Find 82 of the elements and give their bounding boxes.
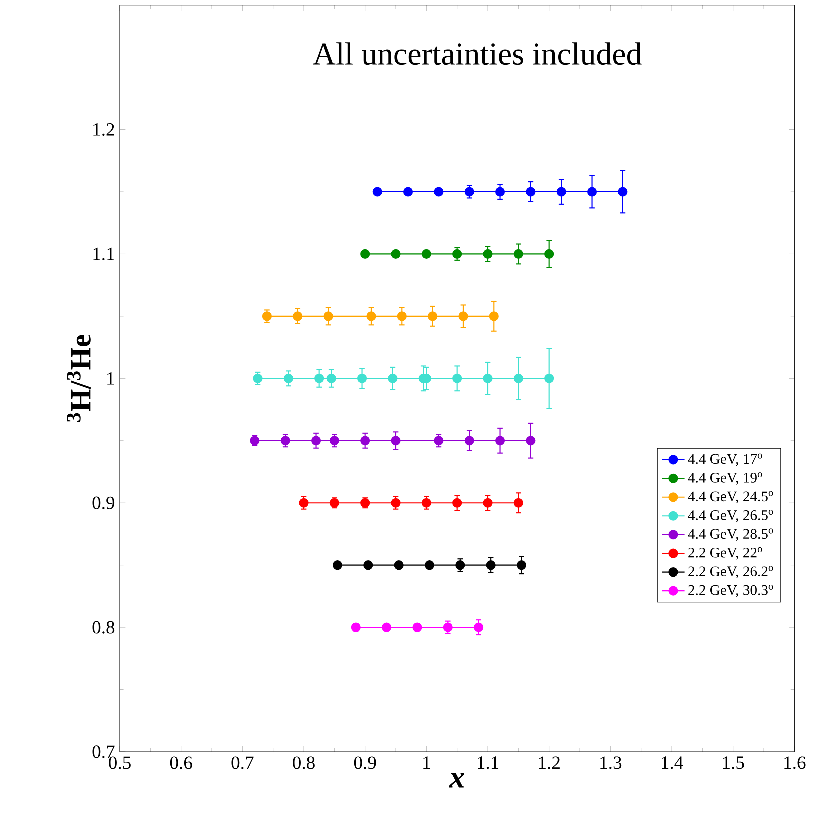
point	[422, 249, 432, 260]
point	[489, 312, 499, 322]
point	[452, 498, 462, 508]
x-tick-label: 1.4	[662, 756, 684, 770]
point	[394, 560, 404, 570]
x-tick-label: 1	[424, 756, 430, 769]
point	[544, 374, 554, 384]
point	[424, 560, 435, 570]
legend-label: 4.4 GeV, 17$^{o}$	[688, 454, 762, 466]
point	[388, 374, 398, 384]
point	[293, 312, 303, 322]
legend-label: 4.4 GeV, 19$^{o}$	[688, 472, 762, 485]
y-tick-label: 0.9	[92, 496, 115, 510]
legend-label: 4.4 GeV, 28.5$^{o}$	[688, 528, 774, 542]
x-tick-label: 0.7	[232, 756, 254, 770]
point	[330, 436, 340, 446]
point	[514, 498, 524, 508]
point	[326, 374, 336, 384]
point	[311, 436, 322, 446]
point	[391, 249, 401, 260]
point	[332, 560, 343, 570]
point	[360, 436, 370, 446]
legend-label: 2.2 GeV, 26.2$^{o}$	[688, 566, 774, 579]
point	[372, 187, 382, 197]
legend-label: 2.2 GeV, 30.3$^{o}$	[688, 585, 774, 598]
x-tick-label: 1.6	[784, 756, 806, 770]
point	[495, 187, 506, 197]
point	[458, 312, 468, 322]
y-tick-label: 0.8	[92, 621, 115, 634]
y-tick-label: 1.1	[94, 248, 114, 260]
x-axis-title: x	[448, 773, 465, 788]
point	[464, 187, 474, 197]
y-axis-title: $^{3}$H/$^{3}$He	[67, 335, 91, 422]
point	[314, 374, 324, 384]
point	[526, 436, 536, 446]
x-tick-label: 0.6	[170, 756, 192, 770]
y-tick-label: 1	[108, 372, 114, 385]
annotation: All uncertainties included	[313, 42, 642, 66]
point	[324, 312, 334, 322]
point	[526, 187, 536, 197]
point	[514, 374, 524, 384]
y-tick-label: 1.2	[94, 123, 114, 136]
x-tick-label: 1.5	[723, 756, 744, 770]
point	[428, 312, 438, 322]
point	[544, 249, 554, 260]
point	[483, 374, 493, 384]
point	[382, 622, 392, 632]
point	[495, 436, 506, 446]
point	[452, 374, 462, 384]
point	[587, 187, 598, 197]
point	[403, 187, 414, 197]
point	[412, 622, 422, 632]
x-tick-label: 1.2	[539, 756, 560, 770]
y-tick-label: 0.7	[92, 746, 115, 758]
x-tick-label: 0.5	[109, 756, 131, 770]
point	[366, 312, 376, 322]
x-tick-label: 1.3	[600, 756, 622, 770]
point	[556, 187, 566, 197]
point	[280, 436, 290, 446]
point	[397, 312, 407, 322]
point	[391, 436, 401, 446]
legend-label: 4.4 GeV, 26.5$^{o}$	[688, 510, 774, 522]
x-tick-label: 0.9	[354, 756, 376, 770]
point	[483, 249, 493, 260]
point	[514, 249, 524, 260]
point	[486, 560, 496, 570]
point	[364, 560, 374, 570]
point	[618, 187, 628, 197]
legend-label: 4.4 GeV, 24.5$^{o}$	[688, 491, 774, 504]
point	[464, 436, 474, 446]
x-tick-label: 0.8	[293, 756, 315, 770]
point	[434, 187, 444, 197]
point	[357, 374, 368, 384]
legend-label: 2.2 GeV, 22$^{o}$	[688, 548, 762, 560]
point	[474, 622, 484, 632]
point	[434, 436, 444, 446]
point	[284, 374, 294, 384]
point	[483, 498, 493, 508]
point	[443, 622, 453, 632]
point	[360, 249, 370, 260]
x-tick-label: 1.1	[478, 756, 499, 770]
point	[516, 560, 527, 570]
